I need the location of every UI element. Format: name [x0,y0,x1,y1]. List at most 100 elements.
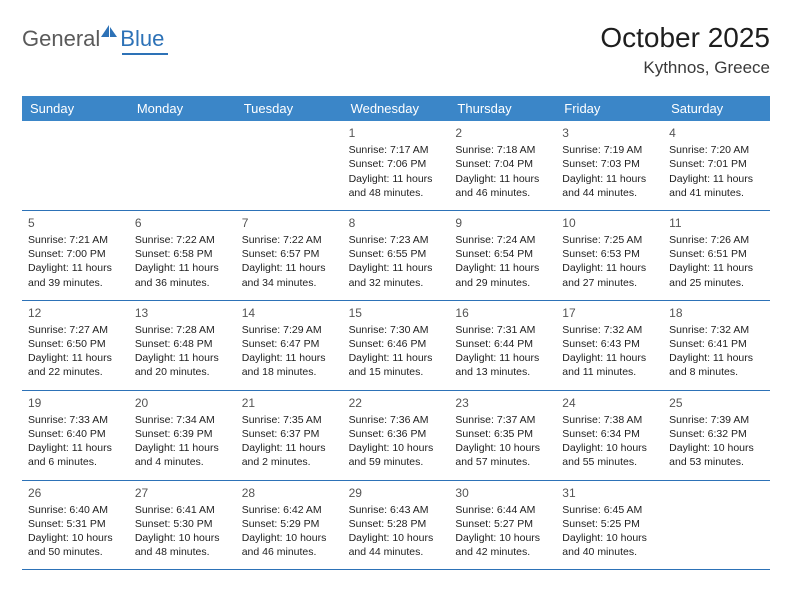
day-number: 26 [28,485,123,501]
day-cell: 23Sunrise: 7:37 AMSunset: 6:35 PMDayligh… [449,391,556,480]
day-number: 27 [135,485,230,501]
logo: General Blue [22,26,164,52]
day-cell: 15Sunrise: 7:30 AMSunset: 6:46 PMDayligh… [343,301,450,390]
day-cell: 5Sunrise: 7:21 AMSunset: 7:00 PMDaylight… [22,211,129,300]
sunrise-text: Sunrise: 6:43 AM [349,503,444,517]
sunset-text: Sunset: 6:44 PM [455,337,550,351]
day-cell: 6Sunrise: 7:22 AMSunset: 6:58 PMDaylight… [129,211,236,300]
day-cell: 4Sunrise: 7:20 AMSunset: 7:01 PMDaylight… [663,121,770,210]
sunset-text: Sunset: 5:29 PM [242,517,337,531]
day-number: 16 [455,305,550,321]
sunrise-text: Sunrise: 6:41 AM [135,503,230,517]
sunrise-text: Sunrise: 7:28 AM [135,323,230,337]
logo-text-blue: Blue [120,26,164,52]
sunset-text: Sunset: 6:48 PM [135,337,230,351]
day-number: 9 [455,215,550,231]
sunrise-text: Sunrise: 7:36 AM [349,413,444,427]
weekday-header: Tuesday [236,96,343,121]
day-cell: 3Sunrise: 7:19 AMSunset: 7:03 PMDaylight… [556,121,663,210]
sunrise-text: Sunrise: 7:35 AM [242,413,337,427]
weekday-header: Monday [129,96,236,121]
sunrise-text: Sunrise: 6:40 AM [28,503,123,517]
day-number: 13 [135,305,230,321]
day-cell: 1Sunrise: 7:17 AMSunset: 7:06 PMDaylight… [343,121,450,210]
day-number: 10 [562,215,657,231]
sunrise-text: Sunrise: 7:22 AM [242,233,337,247]
day-cell: 28Sunrise: 6:42 AMSunset: 5:29 PMDayligh… [236,481,343,570]
day-number: 28 [242,485,337,501]
sunset-text: Sunset: 6:41 PM [669,337,764,351]
weekday-header: Thursday [449,96,556,121]
daylight-text: Daylight: 11 hours and 2 minutes. [242,441,337,469]
sunrise-text: Sunrise: 7:17 AM [349,143,444,157]
sunset-text: Sunset: 6:32 PM [669,427,764,441]
sunset-text: Sunset: 6:47 PM [242,337,337,351]
week-row: 1Sunrise: 7:17 AMSunset: 7:06 PMDaylight… [22,121,770,211]
weekday-header: Wednesday [343,96,450,121]
calendar: SundayMondayTuesdayWednesdayThursdayFrid… [22,96,770,570]
daylight-text: Daylight: 10 hours and 55 minutes. [562,441,657,469]
sunrise-text: Sunrise: 7:34 AM [135,413,230,427]
daylight-text: Daylight: 11 hours and 8 minutes. [669,351,764,379]
daylight-text: Daylight: 10 hours and 40 minutes. [562,531,657,559]
sunset-text: Sunset: 7:00 PM [28,247,123,261]
day-cell: 20Sunrise: 7:34 AMSunset: 6:39 PMDayligh… [129,391,236,480]
daylight-text: Daylight: 11 hours and 6 minutes. [28,441,123,469]
header: General Blue October 2025 Kythnos, Greec… [22,22,770,78]
sunset-text: Sunset: 6:53 PM [562,247,657,261]
day-cell: 2Sunrise: 7:18 AMSunset: 7:04 PMDaylight… [449,121,556,210]
day-number: 4 [669,125,764,141]
weekday-header-row: SundayMondayTuesdayWednesdayThursdayFrid… [22,96,770,121]
sail-icon [100,24,118,38]
day-cell: 25Sunrise: 7:39 AMSunset: 6:32 PMDayligh… [663,391,770,480]
day-number: 19 [28,395,123,411]
daylight-text: Daylight: 11 hours and 15 minutes. [349,351,444,379]
sunrise-text: Sunrise: 6:44 AM [455,503,550,517]
sunset-text: Sunset: 6:37 PM [242,427,337,441]
day-cell: 27Sunrise: 6:41 AMSunset: 5:30 PMDayligh… [129,481,236,570]
day-number: 20 [135,395,230,411]
sunset-text: Sunset: 6:58 PM [135,247,230,261]
daylight-text: Daylight: 11 hours and 29 minutes. [455,261,550,289]
day-number: 14 [242,305,337,321]
week-row: 5Sunrise: 7:21 AMSunset: 7:00 PMDaylight… [22,211,770,301]
sunset-text: Sunset: 5:31 PM [28,517,123,531]
sunrise-text: Sunrise: 7:38 AM [562,413,657,427]
sunrise-text: Sunrise: 7:39 AM [669,413,764,427]
day-cell: 10Sunrise: 7:25 AMSunset: 6:53 PMDayligh… [556,211,663,300]
daylight-text: Daylight: 11 hours and 39 minutes. [28,261,123,289]
day-number: 29 [349,485,444,501]
sunrise-text: Sunrise: 7:37 AM [455,413,550,427]
day-cell: 19Sunrise: 7:33 AMSunset: 6:40 PMDayligh… [22,391,129,480]
sunrise-text: Sunrise: 7:31 AM [455,323,550,337]
sunrise-text: Sunrise: 6:45 AM [562,503,657,517]
daylight-text: Daylight: 10 hours and 42 minutes. [455,531,550,559]
daylight-text: Daylight: 11 hours and 18 minutes. [242,351,337,379]
sunset-text: Sunset: 6:54 PM [455,247,550,261]
day-cell: 17Sunrise: 7:32 AMSunset: 6:43 PMDayligh… [556,301,663,390]
sunset-text: Sunset: 6:43 PM [562,337,657,351]
day-cell [236,121,343,210]
daylight-text: Daylight: 11 hours and 20 minutes. [135,351,230,379]
daylight-text: Daylight: 11 hours and 41 minutes. [669,172,764,200]
day-cell: 9Sunrise: 7:24 AMSunset: 6:54 PMDaylight… [449,211,556,300]
daylight-text: Daylight: 10 hours and 44 minutes. [349,531,444,559]
day-cell: 24Sunrise: 7:38 AMSunset: 6:34 PMDayligh… [556,391,663,480]
sunrise-text: Sunrise: 7:19 AM [562,143,657,157]
sunset-text: Sunset: 6:55 PM [349,247,444,261]
weekday-header: Saturday [663,96,770,121]
daylight-text: Daylight: 11 hours and 44 minutes. [562,172,657,200]
day-cell: 12Sunrise: 7:27 AMSunset: 6:50 PMDayligh… [22,301,129,390]
sunrise-text: Sunrise: 7:22 AM [135,233,230,247]
day-number: 18 [669,305,764,321]
sunset-text: Sunset: 7:04 PM [455,157,550,171]
daylight-text: Daylight: 11 hours and 48 minutes. [349,172,444,200]
daylight-text: Daylight: 11 hours and 4 minutes. [135,441,230,469]
day-number: 12 [28,305,123,321]
day-cell [22,121,129,210]
day-number: 8 [349,215,444,231]
day-cell: 31Sunrise: 6:45 AMSunset: 5:25 PMDayligh… [556,481,663,570]
sunset-text: Sunset: 6:57 PM [242,247,337,261]
day-number: 15 [349,305,444,321]
day-number: 3 [562,125,657,141]
